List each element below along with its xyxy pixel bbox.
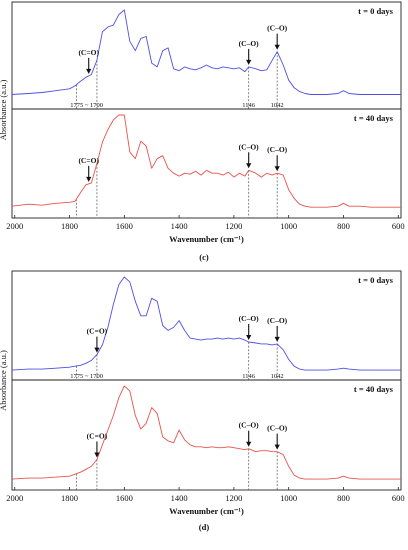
y-axis-title: Absorbance (a.u.)	[0, 350, 8, 411]
wavenumber-label: 1042	[271, 102, 284, 109]
arrow-head-icon	[246, 163, 252, 169]
x-tick-label: 1400	[171, 493, 188, 503]
arrow-head-icon	[274, 336, 280, 342]
arrow-head-icon	[246, 441, 252, 447]
wavenumber-label: 1042	[271, 373, 284, 380]
bond-label: (C=O)	[87, 327, 108, 336]
x-tick-label: 2000	[6, 221, 23, 231]
condition-label: t = 40 days	[354, 384, 394, 394]
panel-caption: (c)	[199, 252, 209, 262]
wavenumber-label: 1146	[242, 102, 256, 109]
bond-label: (C–O)	[267, 316, 287, 325]
x-tick-label: 1400	[171, 221, 188, 231]
bond-label: (C–O)	[267, 424, 287, 433]
bond-label: (C–O)	[239, 39, 259, 48]
condition-label: t = 0 days	[358, 6, 394, 16]
bond-label: (C–O)	[267, 24, 287, 33]
arrow-head-icon	[274, 44, 280, 50]
bond-label: (C=O)	[78, 156, 99, 165]
x-tick-label: 1200	[225, 493, 242, 503]
x-tick-label: 1600	[116, 493, 133, 503]
spectrum-line-t0	[11, 9, 401, 95]
bond-label: (C–O)	[267, 145, 287, 154]
plot-frame	[11, 1, 402, 219]
x-tick-label: 800	[337, 221, 350, 231]
bond-label: (C–O)	[239, 142, 259, 151]
panel-caption: (d)	[199, 522, 210, 532]
range-label: 1775 ~ 1700	[70, 102, 103, 109]
arrow-head-icon	[86, 176, 92, 182]
arrow-head-icon	[94, 347, 100, 353]
condition-label: t = 0 days	[358, 275, 394, 285]
wavenumber-label: 1146	[242, 373, 256, 380]
spectrum-line-t40	[11, 114, 401, 208]
x-tick-label: 1800	[61, 493, 78, 503]
arrow-head-icon	[274, 444, 280, 450]
x-tick-label: 1000	[280, 493, 297, 503]
bond-label: (C–O)	[239, 314, 259, 323]
y-axis-title: Absorbance (a.u.)	[0, 80, 8, 141]
range-label: 1775 ~ 1700	[70, 373, 103, 380]
bond-label: (C=O)	[78, 48, 99, 57]
bond-label: (C=O)	[87, 432, 108, 441]
x-tick-label: 1200	[225, 221, 242, 231]
bond-label: (C–O)	[239, 421, 259, 430]
condition-label: t = 40 days	[354, 113, 394, 123]
arrow-head-icon	[246, 59, 252, 65]
x-tick-label: 1600	[116, 221, 133, 231]
x-tick-label: 2000	[6, 493, 23, 503]
spectrum-line-t0	[11, 276, 401, 371]
x-tick-label: 1800	[61, 221, 78, 231]
spectrum-line-t40	[11, 385, 401, 480]
x-tick-label: 600	[392, 493, 405, 503]
x-tick-label: 1000	[280, 221, 297, 231]
panel-c: 2000 1800 1600 1400 1200 1000 800 600 Wavenumber…	[0, 1, 405, 262]
x-axis-title: Wavenumber (cm⁻¹)	[169, 234, 244, 244]
arrow-head-icon	[246, 334, 252, 340]
x-tick-label: 800	[337, 493, 350, 503]
arrow-head-icon	[94, 452, 100, 458]
panel-d: 2000 1800 1600 1400 1200 1000 800 600 Wavenumber…	[0, 270, 405, 532]
x-tick-label: 600	[392, 221, 405, 231]
arrow-head-icon	[274, 166, 280, 172]
x-axis-title: Wavenumber (cm⁻¹)	[169, 506, 244, 516]
plot-frame	[11, 270, 402, 491]
arrow-head-icon	[86, 68, 92, 74]
